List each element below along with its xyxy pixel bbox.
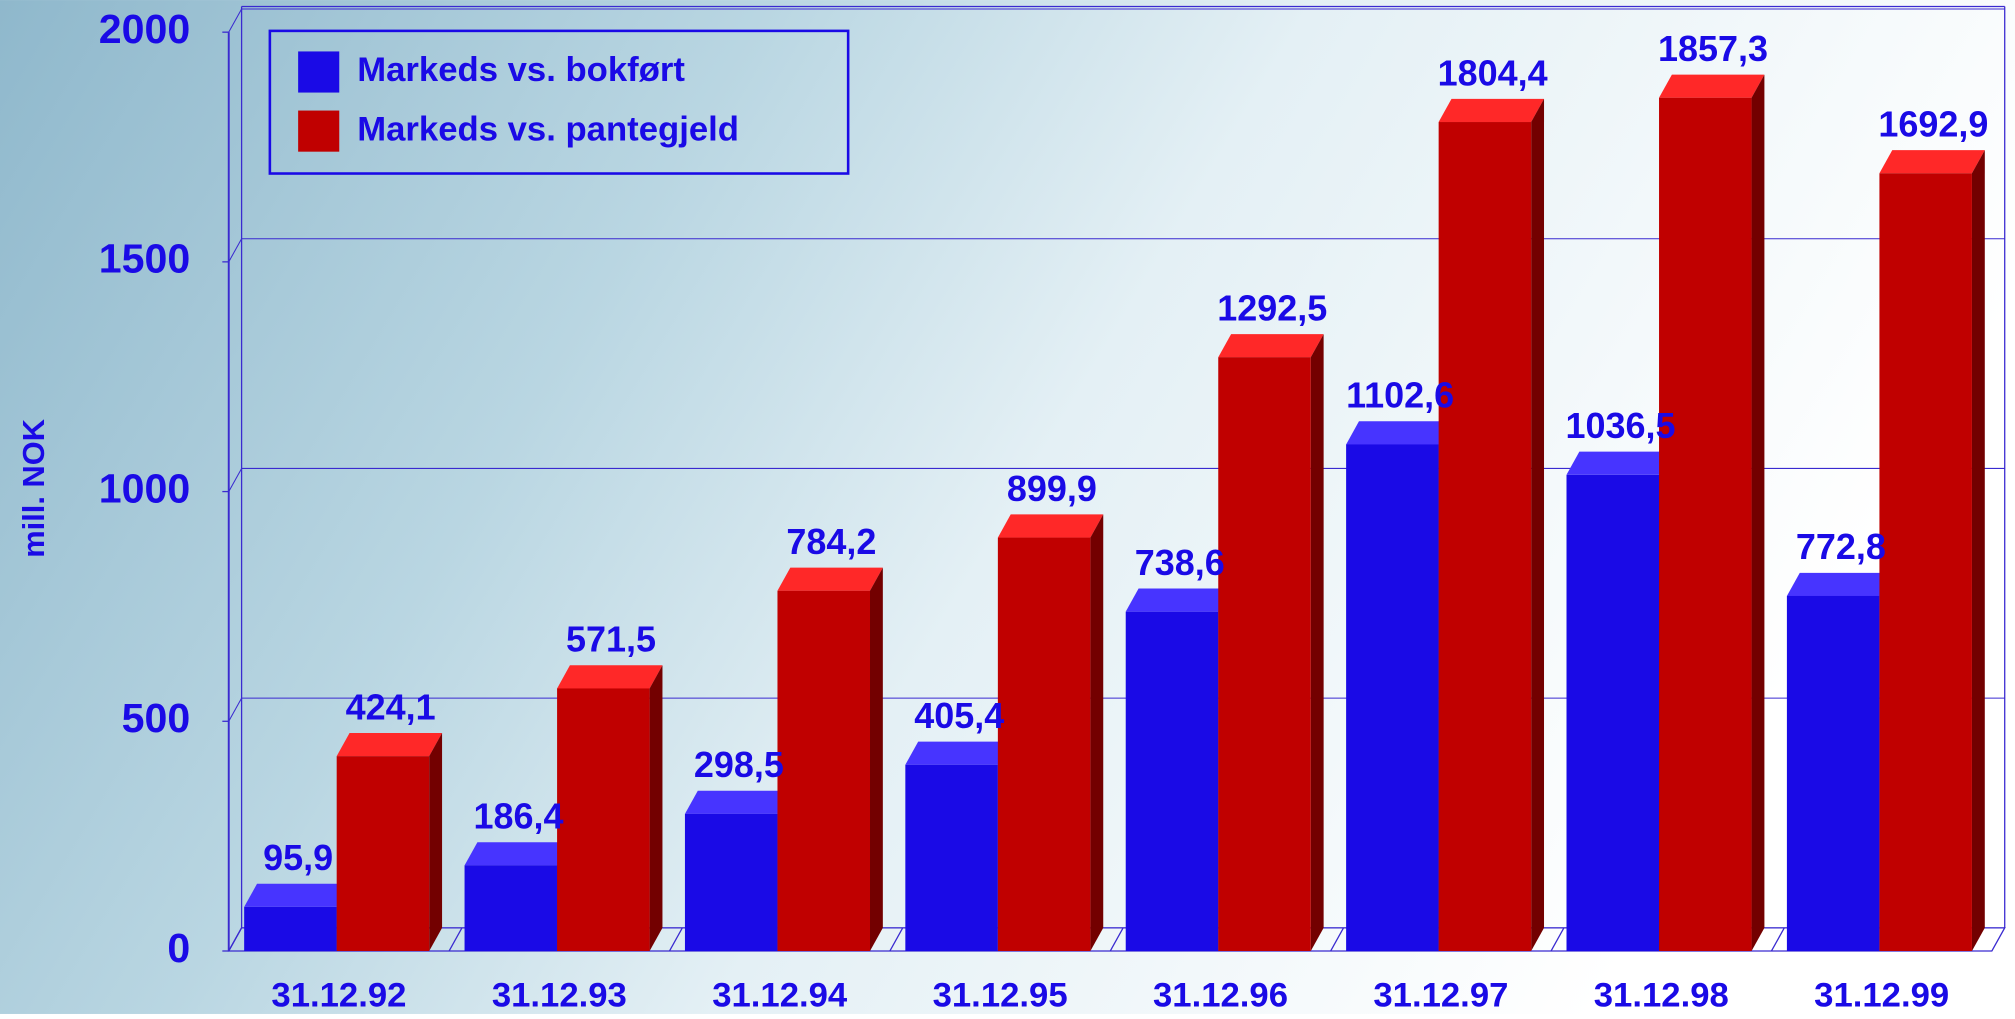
bar: [1879, 173, 1972, 951]
x-tick-label: 31.12.99: [1814, 976, 1949, 1014]
bar-top: [244, 884, 349, 907]
value-label: 1102,6: [1346, 375, 1454, 416]
bar: [244, 907, 337, 951]
y-tick-label: 1500: [99, 236, 190, 282]
x-tick-label: 31.12.93: [492, 976, 627, 1014]
value-label: 424,1: [346, 686, 436, 727]
y-tick-label: 1000: [99, 465, 190, 511]
bar: [905, 765, 998, 951]
value-label: 1692,9: [1878, 103, 1988, 144]
bar-top: [905, 742, 1010, 765]
x-tick-label: 31.12.98: [1594, 976, 1729, 1014]
value-label: 772,8: [1796, 526, 1886, 567]
bar-top: [1567, 452, 1672, 475]
bar-top: [1126, 589, 1231, 612]
bar: [1659, 98, 1752, 951]
bar-side: [429, 733, 442, 951]
bar: [465, 865, 558, 951]
bar-top: [685, 791, 790, 814]
bar-top: [1879, 150, 1984, 173]
bar-top: [1346, 421, 1451, 444]
value-label: 899,9: [1007, 468, 1097, 509]
value-label: 738,6: [1135, 542, 1225, 583]
value-label: 186,4: [474, 796, 564, 837]
value-label: 1036,5: [1565, 405, 1675, 446]
bar: [1567, 475, 1660, 951]
bar-top: [998, 514, 1103, 537]
y-tick-label: 500: [122, 695, 191, 741]
bar: [1439, 122, 1532, 951]
bar: [1126, 612, 1219, 951]
chart: mill. NOK 0 500 1000 1500 2000 31.12.92 31.12.…: [0, 0, 2015, 1014]
bar-side: [1531, 99, 1544, 951]
legend-label: Markeds vs. pantegjeld: [357, 110, 739, 148]
bar: [1346, 444, 1439, 951]
bar: [337, 756, 430, 951]
bar: [557, 688, 650, 951]
y-tick-label: 2000: [99, 6, 190, 52]
x-tick-label: 31.12.95: [933, 976, 1068, 1014]
bar-side: [1311, 334, 1324, 951]
x-tick-label: 31.12.94: [712, 976, 848, 1014]
legend-swatch: [298, 51, 339, 92]
value-label: 405,4: [914, 695, 1004, 736]
bar: [1787, 596, 1880, 951]
bar-top: [1439, 99, 1544, 122]
bar: [998, 538, 1091, 951]
value-label: 1292,5: [1217, 287, 1327, 328]
bar-top: [1218, 334, 1323, 357]
x-tick-label: 31.12.96: [1153, 976, 1288, 1014]
bar-side: [1972, 150, 1985, 951]
bar: [1218, 357, 1311, 951]
value-label: 571,5: [566, 619, 656, 660]
x-tick-label: 31.12.97: [1373, 976, 1508, 1014]
legend-swatch: [298, 111, 339, 152]
bar-side: [870, 568, 883, 951]
bar-top: [337, 733, 442, 756]
x-tick-label: 31.12.92: [271, 976, 406, 1014]
value-label: 1804,4: [1438, 52, 1548, 93]
bar-top: [465, 842, 570, 865]
bar-top: [557, 665, 662, 688]
value-label: 298,5: [694, 744, 784, 785]
legend-label: Markeds vs. bokført: [357, 51, 685, 89]
bar-side: [1752, 75, 1765, 951]
bar-top: [777, 568, 882, 591]
bar-side: [650, 665, 663, 951]
bar-side: [1090, 514, 1103, 951]
y-tick-label: 0: [167, 925, 190, 971]
bar: [777, 591, 870, 951]
bar-top: [1659, 75, 1764, 98]
bar: [685, 814, 778, 951]
y-axis-label: mill. NOK: [16, 419, 51, 558]
value-label: 784,2: [786, 521, 876, 562]
bar-top: [1787, 573, 1892, 596]
value-label: 1857,3: [1658, 28, 1768, 69]
value-label: 95,9: [263, 837, 333, 878]
